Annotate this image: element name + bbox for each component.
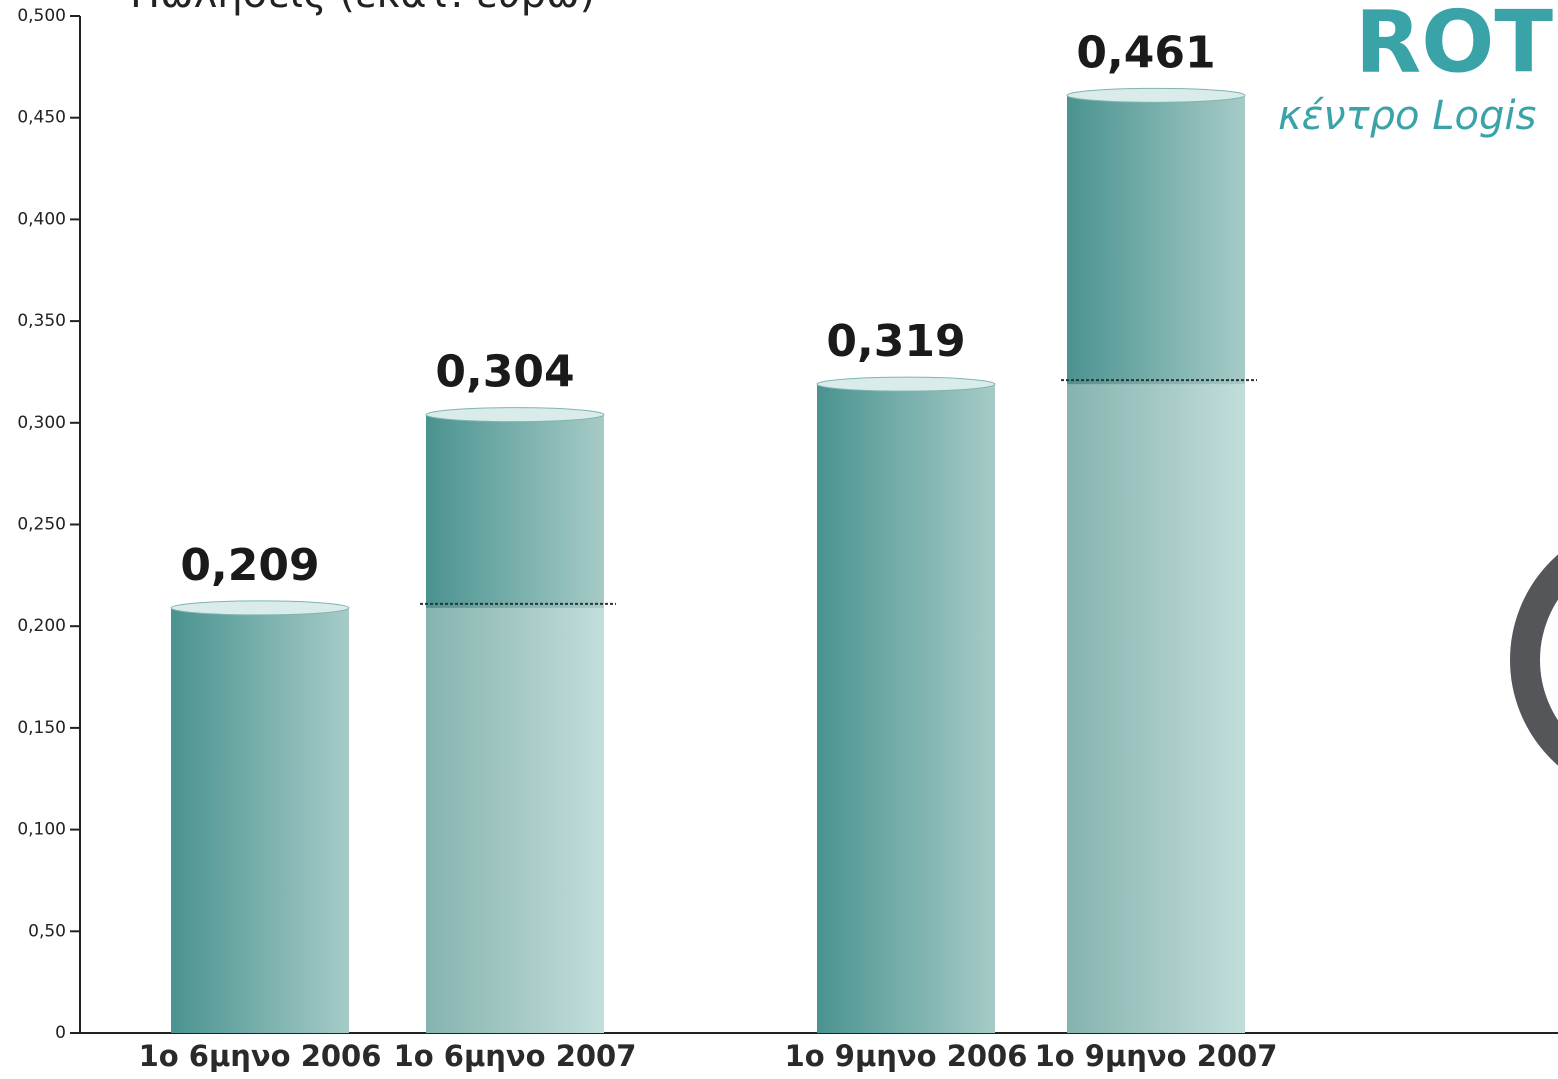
bar xyxy=(171,607,349,1033)
bar-previous-level xyxy=(1067,384,1245,1033)
y-tick-label: 0,200 xyxy=(17,616,66,636)
y-tick-label: 0,450 xyxy=(17,108,66,128)
value-label: 0,209 xyxy=(180,540,319,591)
x-tick-label: 1ο 9μηνο 2006 xyxy=(785,1039,1028,1073)
value-label: 0,461 xyxy=(1076,27,1215,78)
value-label: 0,319 xyxy=(826,316,965,367)
y-tick-label: 0 xyxy=(55,1023,66,1043)
x-tick-label: 1ο 6μηνο 2006 xyxy=(139,1039,382,1073)
y-tick-label: 0,300 xyxy=(17,413,66,433)
y-tick-label: 0,50 xyxy=(28,921,66,941)
bar-top xyxy=(170,600,350,616)
bar-previous-level xyxy=(426,607,604,1033)
y-tick-label: 0,150 xyxy=(17,718,66,738)
y-tick-label: 0,500 xyxy=(17,6,66,26)
bar-top xyxy=(425,407,605,423)
brand: ROT xyxy=(1355,0,1553,92)
bar xyxy=(817,384,995,1033)
brand-tagline: κέντρο Logis xyxy=(1278,93,1536,139)
x-tick-label: 1ο 6μηνο 2007 xyxy=(394,1039,637,1073)
bar-top xyxy=(816,376,996,392)
y-tick-label: 0,250 xyxy=(17,515,66,535)
x-tick-label: 1ο 9μηνο 2007 xyxy=(1035,1039,1278,1073)
logo-ring xyxy=(1510,554,1558,766)
chart-title: Πωλήσεις (εκατ. ευρώ) xyxy=(130,0,595,17)
value-label: 0,304 xyxy=(435,347,574,398)
y-tick-label: 0,100 xyxy=(17,820,66,840)
y-tick-label: 0,350 xyxy=(17,311,66,331)
y-tick-label: 0,400 xyxy=(17,209,66,229)
bar-top xyxy=(1066,87,1246,103)
